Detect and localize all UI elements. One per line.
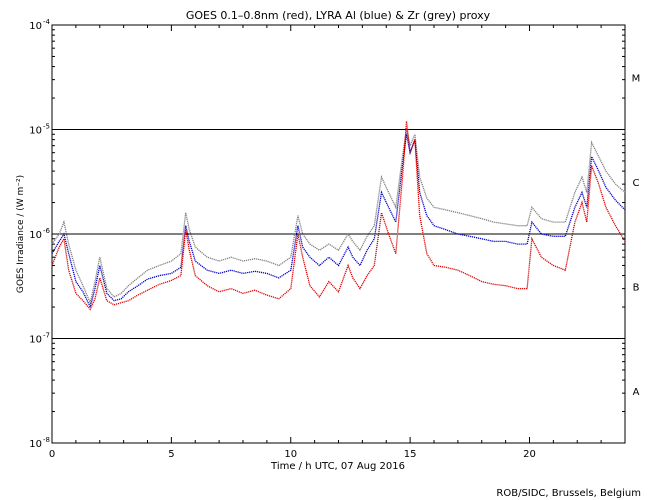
y-axis-label: GOES Irradiance / (W m⁻²) — [16, 175, 26, 293]
flare-class-label: C — [633, 178, 640, 189]
flare-class-lines — [52, 129, 625, 339]
y-tick-base: 10 — [29, 126, 42, 137]
x-tick-label: 10 — [284, 449, 297, 460]
y-tick-base: 10 — [29, 230, 42, 241]
x-tick-label: 15 — [404, 449, 417, 460]
y-tick-exponent: -8 — [43, 436, 50, 444]
flare-class-label: A — [633, 387, 640, 398]
y-tick-label: 10 -7 — [29, 332, 50, 346]
x-axis: 0 5 10 15 20 — [49, 25, 626, 460]
x-tick-label: 0 — [49, 449, 55, 460]
y-tick-exponent: -6 — [43, 227, 51, 235]
x-axis-label: Time / h UTC, 07 Aug 2016 — [270, 461, 405, 472]
flare-class-labels: A B C M — [632, 73, 641, 398]
series-layer — [51, 121, 626, 311]
y-tick-exponent: -4 — [43, 18, 51, 26]
chart-title: GOES 0.1–0.8nm (red), LYRA Al (blue) & Z… — [186, 9, 491, 22]
series-line-1 — [51, 134, 626, 309]
y-tick-label: 10 -4 — [29, 18, 50, 32]
y-tick-label: 10 -8 — [29, 436, 50, 450]
y-tick-base: 10 — [29, 439, 42, 450]
series-line-2 — [51, 121, 626, 311]
y-axis: 10-810-710-610-510-4 — [29, 18, 625, 450]
y-tick-base: 10 — [29, 335, 42, 346]
x-tick-label: 5 — [168, 449, 174, 460]
y-tick-exponent: -5 — [43, 123, 50, 131]
flare-class-label: B — [633, 282, 640, 293]
y-tick-label: 10 -6 — [29, 227, 50, 241]
y-tick-base: 10 — [29, 21, 42, 32]
series-line-0 — [51, 129, 626, 305]
flare-class-label: M — [632, 73, 641, 84]
x-tick-label: 20 — [523, 449, 536, 460]
y-tick-exponent: -7 — [43, 332, 50, 340]
credit-text: ROB/SIDC, Brussels, Belgium — [496, 488, 641, 499]
y-tick-label: 10 -5 — [29, 123, 50, 137]
